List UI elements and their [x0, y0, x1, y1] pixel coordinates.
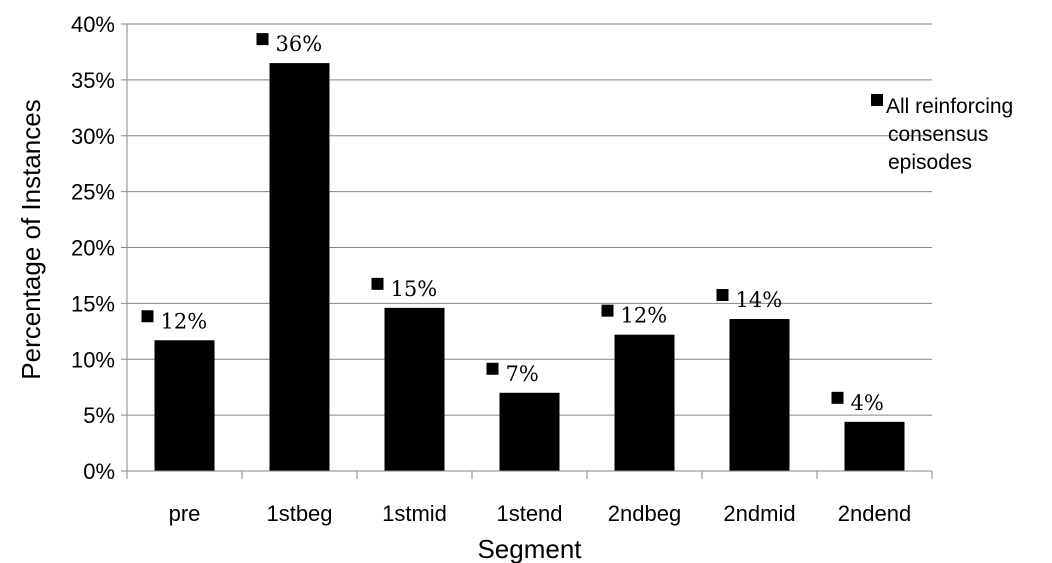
bar-2ndbeg — [614, 334, 675, 471]
y-tick-label: 20% — [71, 236, 115, 261]
data-label-2ndmid: 14% — [736, 288, 783, 312]
y-tick-label: 25% — [71, 180, 115, 205]
y-tick-label: 30% — [71, 124, 115, 149]
data-label-marker — [601, 304, 614, 317]
data-label-2ndend: 4% — [851, 391, 884, 415]
x-tick-label: 1stend — [496, 501, 562, 526]
x-axis-tick-labels: pre 1stbeg 1stmid 1stend 2ndbeg 2ndmid 2ndend — [169, 501, 912, 526]
data-labels: 12% 36% 15% 7% 12% 14% 4% — [141, 32, 884, 415]
y-axis-tick-labels: 0% 5% 10% 15% 20% 25% 30% 35% 40% — [71, 12, 115, 484]
x-axis-tick-marks — [126, 471, 933, 479]
legend-label: consensus — [888, 123, 988, 146]
data-label-marker — [256, 33, 269, 46]
bar-2ndend — [844, 421, 905, 471]
data-label-marker — [371, 277, 384, 290]
y-tick-label: 35% — [71, 68, 115, 93]
x-axis-title: Segment — [477, 534, 582, 563]
data-label-marker — [831, 391, 844, 404]
data-label-marker — [141, 310, 154, 323]
data-label-pre: 12% — [161, 309, 208, 333]
bar-1stbeg — [269, 63, 330, 472]
x-tick-label: pre — [169, 501, 201, 526]
data-label-1stend: 7% — [506, 362, 539, 386]
x-tick-label: 1stmid — [382, 501, 447, 526]
x-tick-label: 2ndbeg — [608, 501, 681, 526]
legend-marker — [871, 94, 883, 106]
bar-1stmid — [384, 307, 445, 471]
data-label-marker — [486, 362, 499, 375]
legend: All reinforcing consensus episodes — [871, 94, 1013, 174]
data-label-1stbeg: 36% — [276, 32, 323, 56]
data-label-marker — [716, 289, 729, 302]
y-tick-label: 5% — [83, 403, 115, 428]
legend-label: episodes — [888, 151, 972, 174]
bar-pre — [154, 340, 215, 471]
x-tick-label: 1stbeg — [266, 501, 332, 526]
y-tick-label: 15% — [71, 291, 115, 316]
y-tick-label: 40% — [71, 12, 115, 37]
bar-1stend — [499, 392, 560, 471]
x-tick-label: 2ndmid — [723, 501, 795, 526]
bar-2ndmid — [729, 319, 790, 471]
gridlines — [121, 23, 932, 472]
legend-label: All reinforcing — [886, 95, 1013, 118]
bars — [154, 63, 905, 472]
data-label-1stmid: 15% — [391, 277, 438, 301]
data-label-2ndbeg: 12% — [621, 304, 668, 328]
y-tick-label: 0% — [83, 459, 115, 484]
y-axis-title: Percentage of Instances — [16, 99, 46, 379]
y-tick-label: 10% — [71, 347, 115, 372]
x-tick-label: 2ndend — [838, 501, 911, 526]
